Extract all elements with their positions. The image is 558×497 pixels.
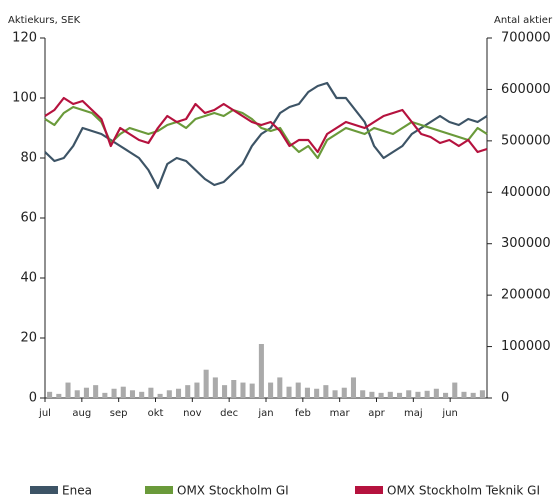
y2-tick-label: 0 — [501, 391, 509, 406]
x-tick-label: dec — [220, 408, 238, 419]
y2-tick-label: 300000 — [501, 236, 551, 251]
volume-bar — [378, 392, 384, 398]
legend-swatch — [355, 486, 383, 494]
volume-bar — [148, 387, 154, 398]
volume-bar — [424, 390, 430, 398]
legend-swatch — [30, 486, 58, 494]
volume-bar — [231, 380, 237, 398]
volume-bar — [461, 391, 467, 398]
volume-bar — [249, 383, 255, 398]
volume-bar — [129, 390, 136, 398]
volume-bar — [258, 344, 264, 398]
volume-bar — [185, 385, 191, 398]
volume-bar — [314, 388, 320, 398]
y-tick-label: 100 — [12, 91, 37, 106]
y-tick-label: 60 — [20, 211, 37, 226]
volume-bar — [175, 388, 182, 398]
volume-bar — [406, 390, 412, 398]
volume-bar — [65, 382, 71, 398]
volume-bar — [166, 390, 172, 398]
volume-bar — [415, 391, 421, 398]
y2-tick-label: 400000 — [501, 185, 551, 200]
y2-tick-label: 600000 — [501, 82, 551, 97]
volume-bar — [350, 377, 357, 398]
x-tick-label: maj — [404, 408, 423, 419]
volume-bar — [47, 391, 53, 398]
legend-label: OMX Stockholm Teknik GI — [387, 484, 540, 497]
series-line — [44, 96, 488, 154]
y2-tick-label: 500000 — [501, 133, 551, 148]
volume-bar — [295, 382, 301, 398]
volume-bar — [139, 391, 145, 398]
y-tick-label: 120 — [12, 31, 37, 46]
y-axis-label: Aktiekurs, SEK — [8, 15, 81, 26]
x-tick-label: sep — [110, 408, 128, 419]
y-tick-label: 0 — [29, 391, 37, 406]
volume-bar — [443, 392, 449, 398]
volume-bar — [102, 392, 108, 398]
x-tick-label: jun — [441, 408, 457, 419]
volume-bar — [222, 385, 228, 398]
volume-bar — [56, 393, 62, 398]
volume-bar — [323, 385, 329, 398]
volume-bar — [470, 392, 476, 398]
legend-label: Enea — [62, 484, 92, 497]
x-tick-label: mar — [330, 408, 351, 419]
volume-bar — [433, 388, 439, 398]
x-tick-label: aug — [72, 408, 91, 419]
series-line — [44, 81, 488, 190]
legend-swatch — [145, 486, 173, 494]
volume-bar — [74, 390, 80, 398]
y-tick-label: 80 — [20, 151, 37, 166]
y2-tick-label: 200000 — [501, 288, 551, 303]
volume-bar — [277, 377, 283, 398]
volume-bar — [93, 385, 99, 398]
volume-bar — [194, 382, 200, 398]
volume-bar — [286, 386, 292, 398]
volume-bar — [212, 377, 218, 398]
y2-tick-label: 100000 — [501, 339, 551, 354]
volume-bar — [396, 392, 403, 398]
x-tick-label: nov — [183, 408, 201, 419]
x-tick-label: apr — [368, 408, 385, 419]
volume-bar — [240, 382, 246, 398]
y2-tick-label: 700000 — [501, 31, 551, 46]
volume-bar — [332, 390, 338, 398]
volume-bar — [387, 391, 393, 398]
volume-bar — [369, 391, 375, 398]
volume-bar — [268, 382, 274, 398]
volume-bar — [120, 386, 126, 398]
x-tick-label: jan — [257, 408, 273, 419]
volume-bar — [111, 388, 117, 398]
volume-bar — [341, 387, 347, 398]
x-tick-label: okt — [148, 408, 164, 419]
legend-label: OMX Stockholm GI — [177, 484, 289, 497]
volume-bar — [360, 390, 366, 398]
y-tick-label: 40 — [20, 271, 37, 286]
y-tick-label: 20 — [20, 331, 37, 346]
y2-axis-label: Antal aktier — [494, 15, 553, 26]
volume-bar — [157, 393, 163, 398]
volume-bar — [452, 382, 458, 398]
volume-bar — [83, 387, 89, 398]
x-tick-label: jul — [38, 408, 51, 419]
volume-bar — [479, 390, 485, 398]
volume-bar — [203, 369, 209, 398]
volume-bar — [304, 387, 310, 398]
x-tick-label: feb — [295, 408, 311, 419]
